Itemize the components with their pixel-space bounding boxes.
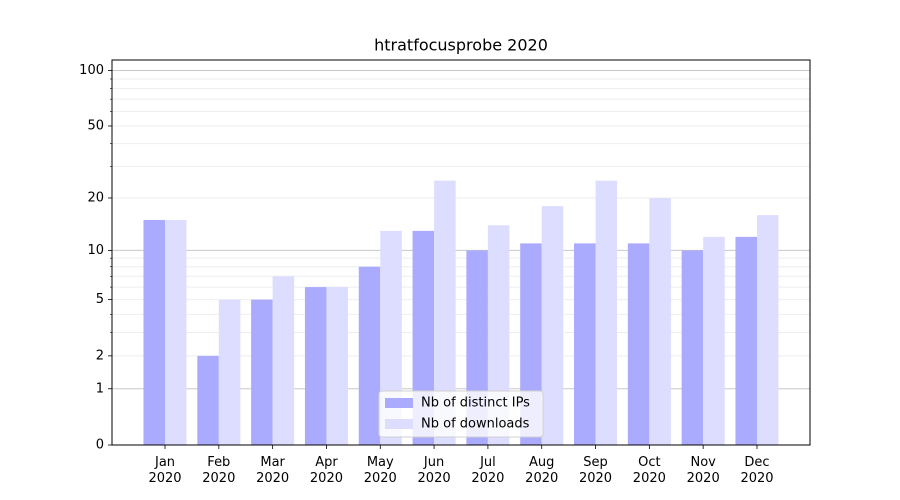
y-tick-label: 0 — [96, 438, 104, 453]
x-tick-label-line: 2020 — [740, 471, 773, 486]
bar — [272, 276, 295, 445]
bar — [627, 243, 650, 445]
bar — [487, 225, 510, 445]
x-tick-label: Oct 2020 — [633, 455, 666, 486]
y-tick-label: 100 — [79, 63, 104, 78]
chart-title: htratfocusprobe 2020 — [374, 36, 548, 55]
bar — [681, 250, 704, 445]
x-tick-label-line: Jun — [423, 455, 444, 470]
x-tick-label: May 2020 — [364, 455, 397, 486]
bar — [326, 287, 348, 445]
y-tick-label: 1 — [96, 381, 104, 396]
x-tick-label-line: Mar — [260, 455, 285, 470]
x-tick-label: Sep 2020 — [579, 455, 612, 486]
x-tick-label: Aug 2020 — [525, 455, 558, 486]
bar — [541, 206, 564, 445]
legend-swatch — [385, 419, 413, 429]
x-tick-label-line: May — [367, 455, 394, 470]
y-tick-label: 2 — [96, 348, 104, 363]
y-tick-label: 50 — [87, 118, 104, 133]
bar — [574, 243, 596, 445]
bar — [251, 299, 273, 445]
bar — [595, 180, 618, 445]
bar — [165, 220, 187, 445]
legend-box — [378, 390, 544, 438]
x-tick-label-line: Nov — [690, 455, 716, 470]
axes-frame — [111, 59, 811, 446]
x-tick-label-line: 2020 — [310, 471, 343, 486]
x-tick-label-line: Apr — [315, 455, 338, 470]
x-tick-label: Jan 2020 — [148, 455, 181, 486]
bar — [197, 355, 219, 445]
y-tick-label: 10 — [87, 243, 104, 258]
legend-swatch — [385, 398, 413, 408]
y-tick-label: 5 — [96, 292, 104, 307]
bar — [218, 299, 241, 445]
x-tick-label-line: 2020 — [687, 471, 720, 486]
x-tick-label-line: Aug — [529, 455, 554, 470]
x-tick-label: Mar 2020 — [256, 455, 289, 486]
x-tick-label-line: 2020 — [579, 471, 612, 486]
x-tick-label-line: 2020 — [471, 471, 504, 486]
x-tick-label-line: 2020 — [256, 471, 289, 486]
x-tick-label: Apr 2020 — [310, 455, 343, 486]
legend-label: Nb of distinct IPs — [421, 396, 530, 411]
x-tick-label: Feb 2020 — [202, 455, 235, 486]
x-tick-label-line: Sep — [583, 455, 608, 470]
x-tick-label-line: 2020 — [418, 471, 451, 486]
bar — [434, 180, 456, 445]
x-tick-label-line: Dec — [744, 455, 769, 470]
x-tick-label-line: Jul — [479, 455, 496, 470]
x-tick-label-line: 2020 — [364, 471, 397, 486]
x-tick-label-line: Oct — [638, 455, 660, 470]
bar — [756, 215, 779, 445]
bar — [649, 197, 671, 445]
bar — [735, 236, 757, 445]
bar — [703, 236, 725, 445]
x-tick-label-line: 2020 — [633, 471, 666, 486]
x-tick-label-line: 2020 — [202, 471, 235, 486]
x-tick-label-line: Feb — [207, 455, 230, 470]
bar — [304, 287, 327, 445]
bar — [143, 220, 166, 445]
y-tick-label: 20 — [87, 190, 104, 205]
legend-label: Nb of downloads — [421, 417, 530, 432]
x-tick-label-line: Jan — [154, 455, 175, 470]
x-tick-label-line: 2020 — [525, 471, 558, 486]
x-tick-label: Jun 2020 — [418, 455, 451, 486]
x-tick-label-line: 2020 — [148, 471, 181, 486]
x-tick-label: Dec 2020 — [740, 455, 773, 486]
bar — [358, 266, 381, 445]
x-tick-label: Nov 2020 — [687, 455, 720, 486]
x-tick-label: Jul 2020 — [471, 455, 504, 486]
